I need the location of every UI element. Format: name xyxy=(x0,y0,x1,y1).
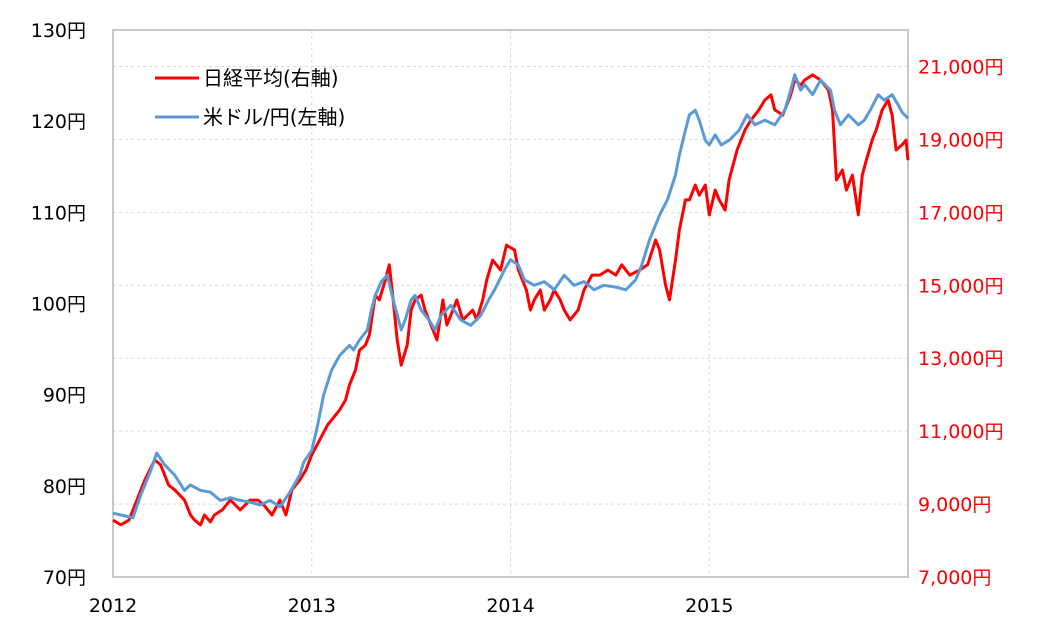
left-axis-tick-label: 80円 xyxy=(43,476,86,498)
right-axis-tick-label: 11,000円 xyxy=(918,421,1003,443)
right-axis-tick-label: 9,000円 xyxy=(918,494,991,516)
left-axis-tick-label: 70円 xyxy=(43,567,86,589)
right-axis-tick-label: 7,000円 xyxy=(918,567,991,589)
legend-label-nikkei: 日経平均(右軸) xyxy=(203,66,339,90)
series-line-usdjpy xyxy=(112,73,910,520)
left-axis-tick-label: 100円 xyxy=(31,294,86,316)
left-axis-tick-label: 110円 xyxy=(31,202,86,224)
right-axis-tick-label: 15,000円 xyxy=(918,275,1003,297)
x-axis-tick-label: 2012 xyxy=(89,595,137,617)
left-axis-tick-label: 130円 xyxy=(31,20,86,42)
axes: 7,000円 9,000円 11,000円 13,000円 15,000円 17,000円… xyxy=(31,20,1004,617)
gridlines xyxy=(113,30,908,577)
right-axis-tick-label: 13,000円 xyxy=(918,348,1003,370)
right-axis-tick-label: 19,000円 xyxy=(918,129,1003,151)
x-axis-tick-label: 2014 xyxy=(486,595,534,617)
x-axis-tick-label: 2013 xyxy=(288,595,336,617)
plot-area-border xyxy=(112,29,909,578)
left-axis-tick-label: 120円 xyxy=(31,111,86,133)
left-axis-tick-label: 90円 xyxy=(43,385,86,407)
right-axis-tick-label: 17,000円 xyxy=(918,202,1003,224)
legend-label-usdjpy: 米ドル/円(左軸) xyxy=(203,105,345,129)
series-lines xyxy=(112,73,910,527)
right-axis-tick-label: 21,000円 xyxy=(918,56,1003,78)
x-axis-tick-label: 2015 xyxy=(685,595,733,617)
legend: 日経平均(右軸) 米ドル/円(左軸) xyxy=(155,66,345,129)
